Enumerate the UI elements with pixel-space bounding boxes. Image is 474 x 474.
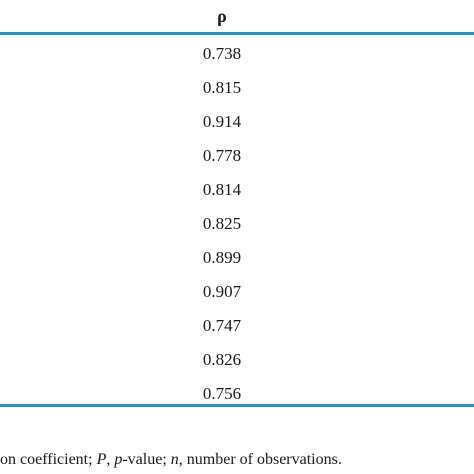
rho-cell: 0.907: [202, 282, 242, 301]
table-row: 0.914: [0, 105, 474, 139]
table-footnote: on coefficient; P, p-value; n, number of…: [0, 449, 474, 471]
table-body: 0.738 0.815 0.914 0.778 0.814 0.825 0.89…: [0, 37, 474, 411]
table-header: ρ: [0, 4, 474, 28]
header-rule: [0, 32, 474, 35]
rho-cell: 0.815: [202, 78, 242, 97]
table-row: 0.814: [0, 173, 474, 207]
rho-cell: 0.778: [202, 146, 242, 165]
table-row: 0.815: [0, 71, 474, 105]
rho-cell: 0.747: [202, 316, 242, 335]
column-header-rho: ρ: [217, 6, 227, 26]
table-row: 0.899: [0, 241, 474, 275]
rho-cell: 0.826: [202, 350, 242, 369]
table-row: 0.738: [0, 37, 474, 71]
table-row: 0.825: [0, 207, 474, 241]
footnote-text: -value;: [122, 451, 171, 468]
footnote-text: on coefficient;: [0, 451, 97, 468]
footnote-text: , number of observations.: [178, 451, 342, 468]
footnote-text: ,: [106, 451, 115, 468]
rho-cell: 0.756: [202, 384, 242, 403]
table-row: 0.747: [0, 309, 474, 343]
footnote-p-symbol: P: [96, 451, 107, 468]
footnote-n-symbol: n: [170, 451, 179, 468]
table-row: 0.907: [0, 275, 474, 309]
rho-cell: 0.825: [202, 214, 242, 233]
rho-cell: 0.899: [202, 248, 242, 267]
footnote-p-word: p: [114, 451, 123, 468]
table-row: 0.826: [0, 343, 474, 377]
rho-cell: 0.814: [202, 180, 242, 199]
table-row: 0.778: [0, 139, 474, 173]
rho-cell: 0.914: [202, 112, 242, 131]
footer-rule: [0, 404, 474, 407]
table-row: 0.756: [0, 377, 474, 411]
rho-cell: 0.738: [202, 44, 242, 63]
